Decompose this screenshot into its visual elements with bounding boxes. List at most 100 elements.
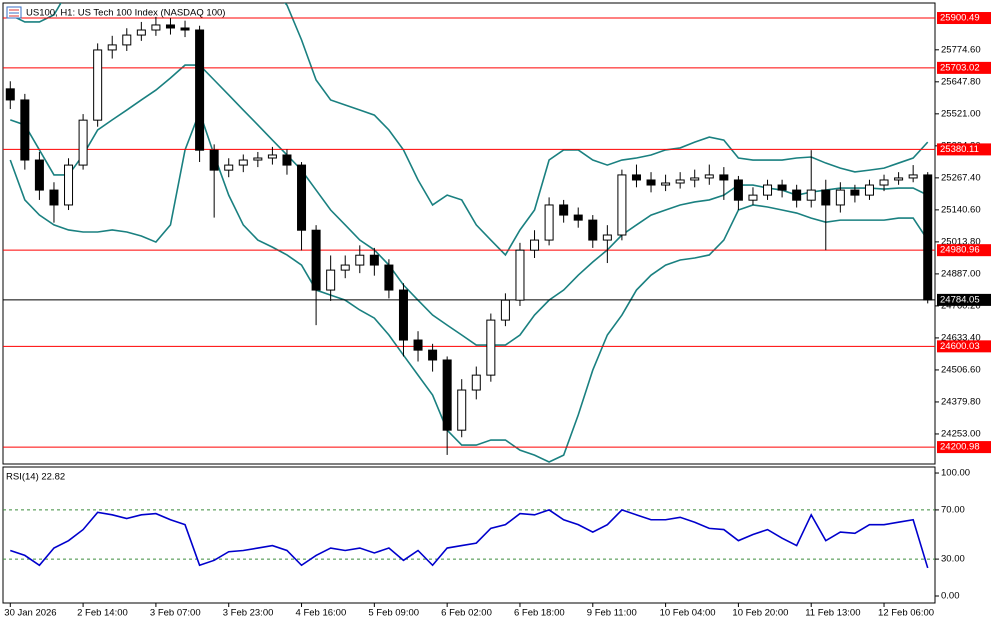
candle-body <box>5 88 15 101</box>
symbol-icon <box>6 6 22 19</box>
candle-body <box>442 359 452 431</box>
candle-body <box>151 24 161 31</box>
rsi-line <box>10 509 929 569</box>
level-label-box <box>937 143 991 156</box>
level-label: 24784.05 <box>940 294 980 305</box>
candle-body <box>821 189 831 206</box>
band-upper <box>9 3 929 257</box>
candle-body <box>777 184 787 191</box>
y-tick-label: 25647.80 <box>941 76 981 87</box>
candle-body <box>428 349 438 361</box>
candle-body <box>398 289 408 341</box>
candle-body <box>369 254 379 266</box>
level-label: 24200.98 <box>940 442 980 453</box>
x-tick-label: 6 Feb 18:00 <box>514 608 565 619</box>
y-tick-label: 24887.00 <box>941 268 981 279</box>
candle-body <box>792 189 802 201</box>
level-label-box <box>937 12 991 25</box>
candle-body <box>64 164 74 206</box>
candle-body <box>602 234 612 241</box>
level-label-box <box>937 61 991 74</box>
y-tick-label: 24633.40 <box>941 332 981 343</box>
candle-body <box>180 27 190 31</box>
candle-body <box>384 264 394 291</box>
axes: 25774.6025647.8025521.0025394.2025267.40… <box>4 12 991 619</box>
candle-body <box>719 174 729 181</box>
candle-body <box>763 184 773 196</box>
main-plot <box>3 3 935 463</box>
candle-body <box>238 159 248 166</box>
candle-body <box>806 189 816 201</box>
candle-body <box>413 339 423 351</box>
band-lower <box>9 109 929 463</box>
main-pane <box>2 2 936 465</box>
x-tick-label: 30 Jan 2026 <box>4 608 56 619</box>
level-label-box <box>937 441 991 454</box>
y-tick-label: 30.00 <box>941 554 965 565</box>
x-tick-label: 3 Feb 07:00 <box>150 608 201 619</box>
y-tick-label: 24379.80 <box>941 396 981 407</box>
y-tick-label: 24506.60 <box>941 364 981 375</box>
candle-body <box>122 34 132 46</box>
y-tick-label: 25521.00 <box>941 108 981 119</box>
candle-body <box>661 182 671 186</box>
candle-body <box>282 154 292 166</box>
candle-body <box>136 29 146 36</box>
level-label-box <box>937 244 991 257</box>
candle-body <box>559 204 569 216</box>
x-tick-label: 2 Feb 14:00 <box>77 608 128 619</box>
candle-body <box>93 49 103 121</box>
candle-body <box>631 174 641 181</box>
candle-body <box>34 159 44 191</box>
x-tick-label: 9 Feb 11:00 <box>587 608 637 619</box>
x-tick-label: 4 Feb 16:00 <box>296 608 347 619</box>
candle-body <box>267 154 277 159</box>
candle-body <box>326 269 336 291</box>
x-tick-label: 12 Feb 06:00 <box>878 608 934 619</box>
candle-body <box>78 119 88 166</box>
candle-body <box>850 189 860 196</box>
candle-body <box>835 189 845 206</box>
chart-title: US100, H1: US Tech 100 Index (NASDAQ 100… <box>26 8 225 19</box>
level-label-box <box>937 340 991 353</box>
level-label-box <box>937 293 991 306</box>
y-tick-label: 25774.60 <box>941 44 981 55</box>
candle-body <box>224 164 234 171</box>
candle-body <box>486 319 496 376</box>
candle-body <box>471 374 481 391</box>
level-label: 25900.49 <box>940 13 980 24</box>
candle-body <box>500 299 510 321</box>
candle-body <box>457 389 467 431</box>
x-tick-label: 5 Feb 09:00 <box>368 608 419 619</box>
level-label: 25703.02 <box>940 62 980 73</box>
candle-body <box>675 179 685 184</box>
candle-body <box>864 184 874 196</box>
candle-body <box>297 164 307 231</box>
band-middle <box>10 64 929 346</box>
candle-body <box>311 229 321 291</box>
candle-body <box>355 254 365 266</box>
candle-body <box>690 177 700 181</box>
candle-body <box>253 157 263 161</box>
candle-body <box>879 179 889 186</box>
candle-body <box>646 179 656 186</box>
y-tick-label: 100.00 <box>941 468 970 479</box>
candle-body <box>340 264 350 271</box>
x-tick-label: 10 Feb 20:00 <box>732 608 788 619</box>
candle-body <box>195 29 205 151</box>
candle-body <box>107 44 117 51</box>
candle-body <box>49 189 59 206</box>
candle-body <box>544 204 554 241</box>
candle-body <box>20 99 30 161</box>
candle-body <box>588 219 598 241</box>
y-tick-label: 25267.40 <box>941 172 981 183</box>
y-tick-label: 24760.20 <box>941 300 981 311</box>
candle-body <box>165 24 175 29</box>
candle-body <box>748 194 758 201</box>
level-label: 24980.96 <box>940 245 980 256</box>
candle-body <box>530 239 540 251</box>
x-tick-label: 10 Feb 04:00 <box>660 608 716 619</box>
